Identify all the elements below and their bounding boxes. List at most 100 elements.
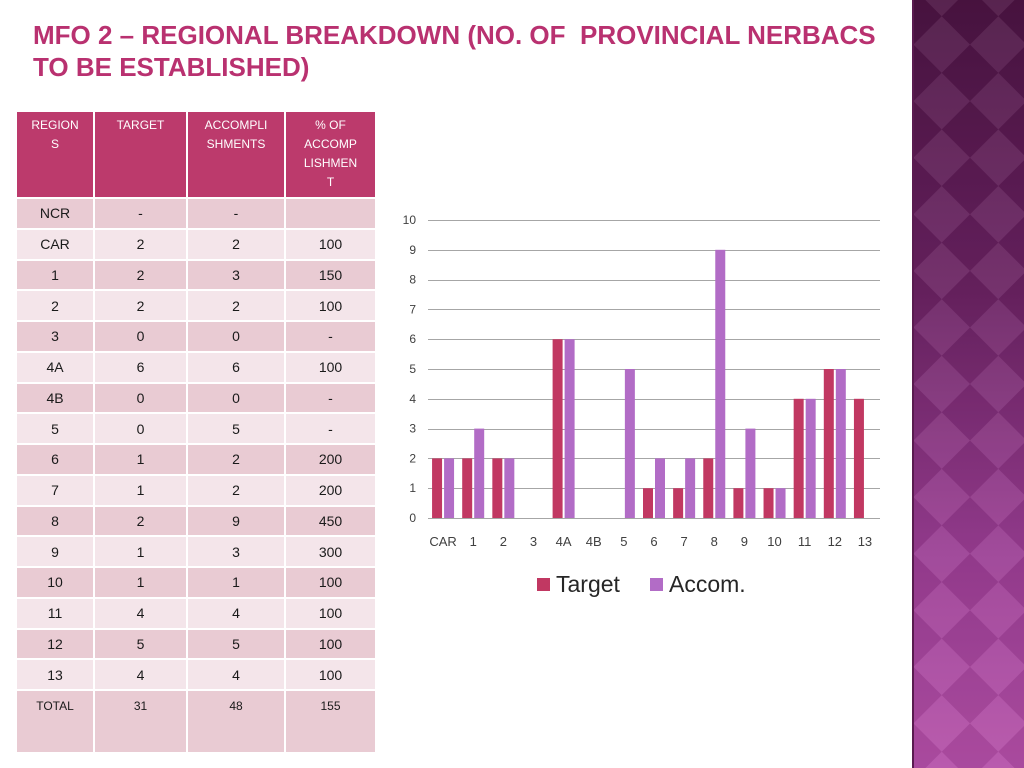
x-tick-label: 11 xyxy=(798,534,812,549)
bar-target-7 xyxy=(673,488,684,518)
target-cell: 4 xyxy=(95,598,186,628)
bar-target-car xyxy=(432,458,443,518)
x-tick-label: 1 xyxy=(470,534,477,549)
region-cell: 13 xyxy=(17,660,93,689)
bar-accom-10 xyxy=(775,488,786,518)
y-tick-label: 10 xyxy=(403,213,417,227)
header-accomplishments-label: ACCOMPLISHMENTS xyxy=(204,118,268,151)
target-cell: 0 xyxy=(95,322,186,351)
legend-label-accom: Accom. xyxy=(669,571,746,597)
region-cell: 5 xyxy=(17,414,93,443)
total-accomplishments-cell: 48 xyxy=(188,691,284,752)
percent-cell: 100 xyxy=(286,598,375,628)
target-cell: 5 xyxy=(95,629,186,659)
x-tick-label: 10 xyxy=(767,534,781,549)
y-tick-label: 1 xyxy=(409,481,416,495)
y-tick-label: 6 xyxy=(409,332,416,346)
percent-cell: 100 xyxy=(286,568,375,597)
region-cell: 11 xyxy=(17,598,93,628)
accomplishments-cell: 0 xyxy=(188,322,284,351)
bar-target-13 xyxy=(853,398,864,518)
target-cell: 1 xyxy=(95,568,186,597)
y-tick-label: 7 xyxy=(409,302,416,316)
percent-cell: 200 xyxy=(286,445,375,474)
header-accomplishments: ACCOMPLISHMENTS xyxy=(188,112,284,197)
x-tick-label: 5 xyxy=(620,534,627,549)
bar-target-12 xyxy=(823,369,834,518)
bar-accom-8 xyxy=(715,249,726,519)
region-cell: 10 xyxy=(17,568,93,597)
x-tick-label: 4B xyxy=(586,534,602,549)
legend-label-target: Target xyxy=(556,571,621,597)
x-tick-label: 7 xyxy=(681,534,688,549)
region-cell: 9 xyxy=(17,537,93,566)
y-tick-label: 4 xyxy=(409,392,416,406)
header-target: TARGET xyxy=(95,112,186,197)
bar-target-11 xyxy=(793,398,804,518)
x-tick-label: 4A xyxy=(556,534,572,549)
bar-target-6 xyxy=(643,488,653,518)
bar-target-1 xyxy=(462,458,473,518)
bar-target-2 xyxy=(492,458,503,518)
target-cell: 1 xyxy=(95,475,186,505)
bar-accom-12 xyxy=(835,369,846,518)
bar-target-8 xyxy=(703,458,714,518)
header-target-label: TARGET xyxy=(116,118,165,132)
total-percent-cell: 155 xyxy=(286,691,375,752)
x-tick-label: CAR xyxy=(429,534,456,549)
target-cell: 2 xyxy=(95,291,186,320)
header-percent-label: % OF ACCOMPLISHMENT xyxy=(303,118,358,189)
bar-accom-4a xyxy=(564,339,575,518)
percent-cell: 200 xyxy=(286,475,375,505)
target-cell: 1 xyxy=(95,537,186,566)
y-tick-label: 2 xyxy=(409,451,416,465)
region-cell: 6 xyxy=(17,445,93,474)
percent-cell: 300 xyxy=(286,537,375,566)
bar-accom-5 xyxy=(624,369,635,518)
percent-cell: - xyxy=(286,322,375,351)
x-tick-label: 6 xyxy=(650,534,657,549)
accomplishments-cell: 3 xyxy=(188,537,284,566)
percent-cell: 150 xyxy=(286,260,375,290)
percent-cell: 100 xyxy=(286,229,375,259)
bar-target-10 xyxy=(763,488,774,518)
region-cell: 1 xyxy=(17,260,93,290)
header-regions-label: REGIONS xyxy=(31,118,79,151)
region-cell: 4B xyxy=(17,383,93,413)
region-cell: 4A xyxy=(17,352,93,382)
accomplishments-cell: 2 xyxy=(188,445,284,474)
percent-cell xyxy=(286,199,375,228)
percent-cell: 100 xyxy=(286,352,375,382)
accomplishments-cell: 2 xyxy=(188,229,284,259)
target-cell: 0 xyxy=(95,414,186,443)
accomplishments-cell: 3 xyxy=(188,260,284,290)
accomplishments-cell: 5 xyxy=(188,629,284,659)
decorative-side-strip xyxy=(912,0,1024,768)
accomplishments-cell: 4 xyxy=(188,660,284,689)
target-cell: 6 xyxy=(95,352,186,382)
region-cell: NCR xyxy=(17,199,93,228)
y-tick-label: 8 xyxy=(409,273,416,287)
accomplishments-cell: - xyxy=(188,199,284,228)
bar-target-9 xyxy=(733,488,744,518)
percent-cell: 100 xyxy=(286,629,375,659)
accomplishments-cell: 2 xyxy=(188,291,284,320)
target-cell: 0 xyxy=(95,383,186,413)
y-tick-label: 0 xyxy=(409,511,416,525)
accomplishments-cell: 2 xyxy=(188,475,284,505)
bar-accom-car xyxy=(444,458,455,518)
x-tick-label: 2 xyxy=(500,534,507,549)
bar-accom-11 xyxy=(805,398,816,518)
x-tick-label: 13 xyxy=(858,534,872,549)
regional-breakdown-table: REGIONS TARGET ACCOMPLISHMENTS % OF ACCO… xyxy=(17,112,375,752)
legend-swatch-target xyxy=(537,578,550,591)
region-cell: 2 xyxy=(17,291,93,320)
target-cell: - xyxy=(95,199,186,228)
y-tick-label: 9 xyxy=(409,243,416,257)
x-tick-label: 12 xyxy=(828,534,842,549)
percent-cell: - xyxy=(286,383,375,413)
bar-accom-1 xyxy=(474,428,485,518)
header-regions: REGIONS xyxy=(17,112,93,197)
accomplishments-cell: 9 xyxy=(188,506,284,536)
bar-accom-9 xyxy=(745,428,756,518)
